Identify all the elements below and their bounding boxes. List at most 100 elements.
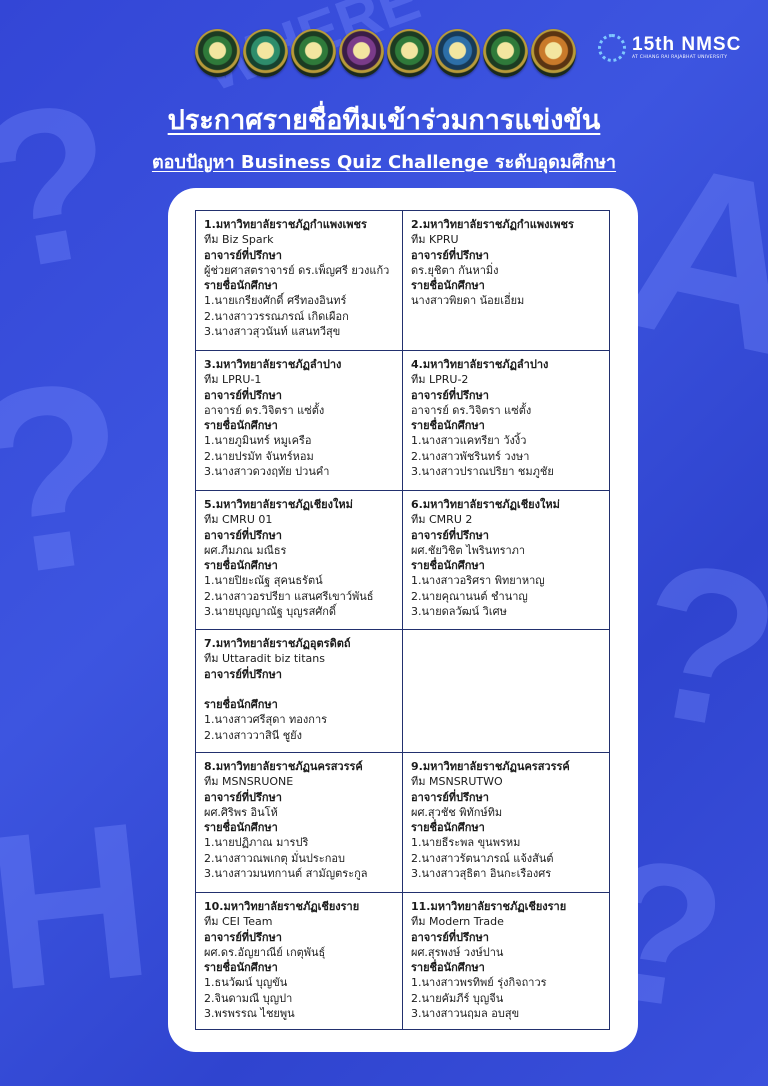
team-cell: 7.มหาวิทยาลัยราชภัฏอุตรดิตถ์ทีม Uttaradi… xyxy=(196,630,403,753)
advisor-name: ผู้ช่วยศาสตราจารย์ ดร.เพ็ญศรี ยวงแก้ว xyxy=(204,263,390,277)
team-cell: 8.มหาวิทยาลัยราชภัฏนครสวรรค์ทีม MSNSRUON… xyxy=(196,753,403,893)
student-name: 2.นายปรมัท จันทร์หอม xyxy=(204,449,314,463)
team-cell: 3.มหาวิทยาลัยราชภัฏลำปาง ทีม LPRU-1 อาจารย… xyxy=(196,351,403,491)
event-logo-text: 15th NMSC xyxy=(632,34,742,55)
student-name: 2.นางสาววรรณภรณ์ เกิดเผือก xyxy=(204,309,349,323)
advisor-name: ผศ.ภีมภณ มณีธร xyxy=(204,543,287,557)
team-cell: 5.มหาวิทยาลัยราชภัฏเชียงใหม่ทีม CMRU 01 อ… xyxy=(196,491,403,630)
team-name: ทีม Modern Trade xyxy=(411,915,504,929)
university-logo xyxy=(243,29,288,77)
university-name: 7.มหาวิทยาลัยราชภัฏอุตรดิตถ์ xyxy=(204,637,351,650)
students-label: รายชื่อนักศึกษา xyxy=(411,559,485,573)
student-name: 1.นายภูมินทร์ หมูเครือ xyxy=(204,434,312,448)
student-name: 2.นางสาววาสินี ชูยัง xyxy=(204,728,302,742)
team-name: ทีม Biz Spark xyxy=(204,233,274,247)
advisor-label: อาจารย์ที่ปรึกษา xyxy=(204,930,282,944)
event-logo-tagline: AT CHIANG RAI RAJABHAT UNIVERSITY xyxy=(632,55,728,60)
students-label: รายชื่อนักศึกษา xyxy=(204,279,278,293)
team-name: ทีม LPRU-2 xyxy=(411,373,469,387)
university-name: 1.มหาวิทยาลัยราชภัฏกำแพงเพชร xyxy=(204,218,367,231)
students-label: รายชื่อนักศึกษา xyxy=(204,821,278,835)
student-name: นางสาวพิยดา น้อยเอี่ยม xyxy=(411,294,525,308)
student-name: 3.นางสาวมนทกานต์ สามัญตระกูล xyxy=(204,867,368,881)
student-name: 3.นายดลวัฒน์ วิเศษ xyxy=(411,605,507,619)
team-name: ทีม CMRU 01 xyxy=(204,513,273,527)
university-name: 11.มหาวิทยาลัยราชภัฏเชียงราย xyxy=(411,900,567,913)
students-label: รายชื่อนักศึกษา xyxy=(204,698,278,712)
university-name: 10.มหาวิทยาลัยราชภัฏเชียงราย xyxy=(204,900,360,913)
student-name: 1.นางสาวอริศรา พิทยาหาญ xyxy=(411,574,545,588)
university-name: 9.มหาวิทยาลัยราชภัฏนครสวรรค์ xyxy=(411,760,570,773)
event-logo-mark-icon xyxy=(598,34,626,62)
advisor-name: ดร.ยุชิตา กันหามิ่ง xyxy=(411,263,499,277)
student-name: 3.พรพรรณ ไชยพูน xyxy=(204,1007,295,1021)
content-card xyxy=(168,188,638,1052)
university-logo xyxy=(195,29,240,77)
student-name: 2.นางสาวพัชรินทร์ วงษา xyxy=(411,449,530,463)
university-logo xyxy=(483,29,528,77)
students-label: รายชื่อนักศึกษา xyxy=(204,419,278,433)
student-name: 3.นางสาวดวงฤทัย ปวนคำ xyxy=(204,465,330,479)
students-label: รายชื่อนักศึกษา xyxy=(411,961,485,975)
advisor-label: อาจารย์ที่ปรึกษา xyxy=(204,248,282,262)
page-title: ประกาศรายชื่อทีมเข้าร่วมการแข่งขัน xyxy=(167,105,601,136)
student-name: 3.นางสาวนฤมล อบสุข xyxy=(411,1007,520,1021)
advisor-label: อาจารย์ที่ปรึกษา xyxy=(411,930,489,944)
university-logo xyxy=(387,29,432,77)
student-name: 1.นายปฏิภาณ มารปริ xyxy=(204,836,309,850)
advisor-label: อาจารย์ที่ปรึกษา xyxy=(204,388,282,402)
university-name: 2.มหาวิทยาลัยราชภัฏกำแพงเพชร xyxy=(411,218,574,231)
university-logo xyxy=(339,29,384,77)
student-name: 2.นางสาวอรปรียา แสนศรีเขาว์พันธ์ xyxy=(204,589,374,603)
university-logo xyxy=(291,29,336,77)
student-name: 1.นางสาวศรีสุดา ทองการ xyxy=(204,713,328,727)
advisor-name: ผศ.สุรพงษ์ วงษ์ปาน xyxy=(411,945,504,959)
student-name: 3.นางสาวสุธิตา อินกะเรืองศร xyxy=(411,867,552,881)
university-name: 3.มหาวิทยาลัยราชภัฏลำปาง xyxy=(204,358,342,371)
advisor-label: อาจารย์ที่ปรึกษา xyxy=(411,388,489,402)
advisor-label: อาจารย์ที่ปรึกษา xyxy=(411,790,489,804)
team-name: ทีม CMRU 2 xyxy=(411,513,473,527)
students-label: รายชื่อนักศึกษา xyxy=(411,419,485,433)
student-name: 1.นายเกรียงศักดิ์ ศรีทองอินทร์ xyxy=(204,294,347,308)
advisor-label: อาจารย์ที่ปรึกษา xyxy=(204,790,282,804)
team-cell: 4.มหาวิทยาลัยราชภัฏลำปาง ทีม LPRU-2 อาจารย… xyxy=(403,351,609,491)
team-cell: 6.มหาวิทยาลัยราชภัฏเชียงใหม่ทีม CMRU 2 อา… xyxy=(403,491,609,630)
team-name: ทีม MSNSRUONE xyxy=(204,775,294,789)
advisor-label: อาจารย์ที่ปรึกษา xyxy=(411,528,489,542)
advisor-name: ผศ.สุวชัช พิทักษ์ทิม xyxy=(411,805,503,819)
students-label: รายชื่อนักศึกษา xyxy=(411,821,485,835)
student-name: 1.ธนวัฒน์ บุญขัน xyxy=(204,976,288,990)
advisor-label: อาจารย์ที่ปรึกษา xyxy=(411,248,489,262)
university-name: 6.มหาวิทยาลัยราชภัฏเชียงใหม่ xyxy=(411,498,560,511)
advisor-label: อาจารย์ที่ปรึกษา xyxy=(204,667,282,681)
student-name: 3.นางสาวสุวนันท์ แสนทวีสุข xyxy=(204,325,341,339)
university-name: 5.มหาวิทยาลัยราชภัฏเชียงใหม่ xyxy=(204,498,353,511)
team-name: ทีม Uttaradit biz titans xyxy=(204,652,325,666)
team-cell: 10.มหาวิทยาลัยราชภัฏเชียงราย ทีม CEI Team… xyxy=(196,893,403,1029)
university-logo xyxy=(531,29,576,77)
students-label: รายชื่อนักศึกษา xyxy=(204,559,278,573)
advisor-name: ผศ.ศิริพร อินโห้ xyxy=(204,805,278,819)
page-subtitle: ตอบปัญหา Business Quiz Challenge ระดับอุ… xyxy=(151,152,617,173)
student-name: 3.นายบุญญาณัฐ บุญรสศักดิ์ xyxy=(204,605,337,619)
advisor-name: อาจารย์ ดร.วิจิตรา แซ่ตั้ง xyxy=(204,403,325,417)
advisor-name: อาจารย์ ดร.วิจิตรา แซ่ตั้ง xyxy=(411,403,532,417)
students-label: รายชื่อนักศึกษา xyxy=(411,279,485,293)
advisor-label: อาจารย์ที่ปรึกษา xyxy=(204,528,282,542)
event-logo: 15th NMSC AT CHIANG RAI RAJABHAT UNIVERS… xyxy=(598,34,741,62)
advisor-name: ผศ.ดร.อัญยาณีย์ เกตุพันธุ์ xyxy=(204,945,326,959)
team-cell: 9.มหาวิทยาลัยราชภัฏนครสวรรค์ ทีม MSNSRUTW… xyxy=(403,753,609,893)
university-logo xyxy=(435,29,480,77)
student-name: 2.นายคุณานนต์ ชำนาญ xyxy=(411,589,528,603)
empty-cell xyxy=(403,630,609,753)
university-name: 8.มหาวิทยาลัยราชภัฏนครสวรรค์ xyxy=(204,760,363,773)
student-name: 1.นางสาวพรทิพย์ รุ่งกิจถาวร xyxy=(411,976,547,990)
advisor-name: ผศ.ชัยวิชิต ไพรินทราภา xyxy=(411,543,526,557)
student-name: 3.นางสาวปราณปริยา ชมภูชัย xyxy=(411,465,554,479)
student-name: 1.นายปิยะณัฐ สุคนธรัตน์ xyxy=(204,574,323,588)
university-name: 4.มหาวิทยาลัยราชภัฏลำปาง xyxy=(411,358,549,371)
student-name: 2.นางสาวรัตนาภรณ์ แจ้งสันต์ xyxy=(411,851,554,865)
team-cell: 2.มหาวิทยาลัยราชภัฏกำแพงเพชร ทีม KPRU อาจา… xyxy=(403,211,609,351)
team-cell: 1.มหาวิทยาลัยราชภัฏกำแพงเพชรทีม Biz Spar… xyxy=(196,211,403,351)
